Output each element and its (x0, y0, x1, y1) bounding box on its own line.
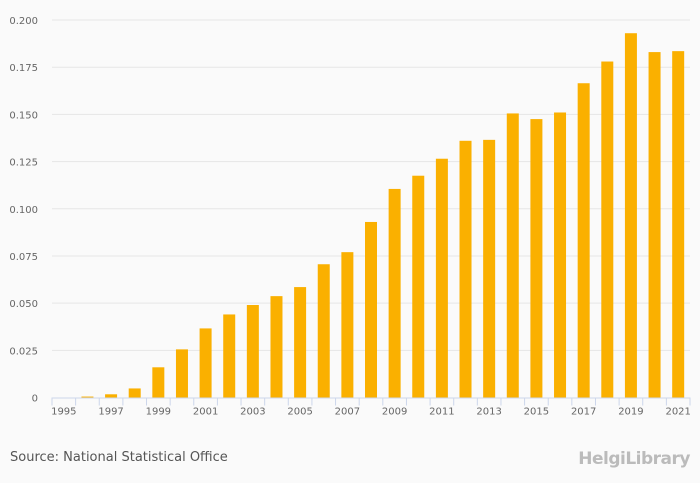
bar-2012 (459, 140, 472, 398)
bar-1998 (128, 388, 141, 398)
x-tick-label: 2009 (382, 407, 407, 418)
x-tick-label: 2021 (665, 407, 690, 418)
bar-2010 (412, 175, 425, 398)
x-tick-label: 2005 (287, 407, 312, 418)
y-tick-label: 0.100 (9, 205, 38, 216)
y-tick-label: 0.200 (9, 16, 38, 27)
x-tick-label: 1995 (51, 407, 76, 418)
helgi-library-logo: HelgiLibrary (578, 449, 690, 469)
bar-2008 (365, 221, 377, 398)
bar-2016 (554, 112, 567, 398)
y-tick-label: 0.150 (9, 110, 38, 121)
bar-1996 (81, 396, 94, 398)
bar-2020 (648, 52, 661, 398)
x-tick-label: 2019 (618, 407, 643, 418)
y-tick-label: 0 (32, 394, 38, 405)
bar-2018 (601, 61, 614, 398)
logo-text: HelgiLibrary (578, 449, 690, 469)
y-tick-label: 0.075 (9, 252, 38, 263)
bar-2013 (483, 139, 496, 398)
bar-2014 (506, 113, 519, 398)
x-tick-label: 2017 (571, 407, 596, 418)
bar-2017 (577, 83, 590, 398)
bar-2003 (246, 305, 259, 398)
y-tick-label: 0.050 (9, 299, 38, 310)
x-tick-label: 2001 (193, 407, 218, 418)
bar-2009 (388, 188, 401, 398)
bar-2002 (223, 314, 236, 398)
x-tick-label: 2013 (476, 407, 501, 418)
x-tick-label: 1997 (98, 407, 123, 418)
y-tick-label: 0.125 (9, 158, 38, 169)
x-tick-label: 2011 (429, 407, 454, 418)
bar-2021 (672, 51, 685, 398)
x-tick-label: 2003 (240, 407, 265, 418)
source-note: Source: National Statistical Office (10, 450, 228, 465)
bar-2015 (530, 119, 543, 398)
bar-1997 (105, 394, 118, 398)
bar-2006 (317, 264, 330, 398)
bar-2019 (624, 33, 637, 398)
bar-2000 (175, 349, 188, 398)
bar-2007 (341, 252, 354, 398)
y-tick-label: 0.175 (9, 63, 38, 74)
bar-chart: 0 0.025 0.050 0.075 0.100 0.125 0.150 0.175 0.20… (9, 16, 691, 418)
bar-2001 (199, 328, 212, 398)
x-tick-label: 2015 (524, 407, 549, 418)
bar-1999 (152, 367, 165, 398)
bar-2011 (435, 158, 448, 398)
y-tick-label: 0.025 (9, 346, 38, 357)
bar-2004 (270, 296, 283, 398)
x-tick-label: 1999 (146, 407, 171, 418)
bar-2005 (294, 287, 307, 398)
x-tick-label: 2007 (335, 407, 360, 418)
